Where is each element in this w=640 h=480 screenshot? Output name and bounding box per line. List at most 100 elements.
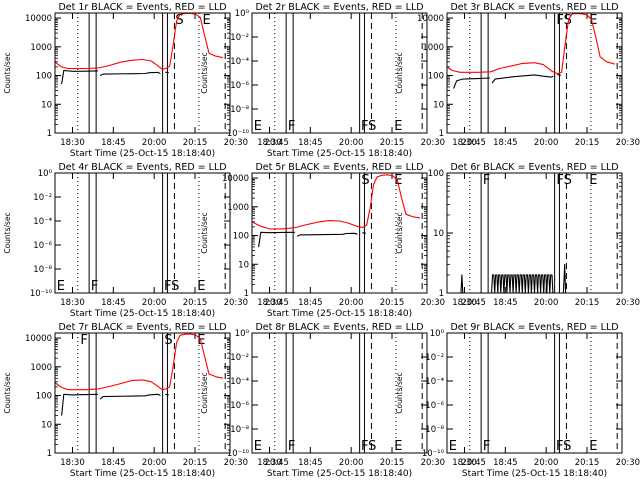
y-tick-label: 10⁻¹⁰ bbox=[30, 289, 53, 299]
panel-title: Det 1r BLACK = Events, RED = LLD bbox=[58, 2, 226, 13]
y-tick-label: 10⁻⁸ bbox=[425, 425, 444, 435]
flag-label: S bbox=[361, 173, 369, 188]
x-tick-label: 20:15 bbox=[183, 138, 208, 148]
y-tick-label: 10⁰ bbox=[430, 329, 445, 339]
x-tick-label: 20:30 bbox=[421, 458, 446, 468]
y-tick-label: 10⁻⁶ bbox=[425, 401, 444, 411]
events-series-line bbox=[61, 69, 98, 85]
events-series-line bbox=[165, 393, 169, 396]
x-tick-label: 20:15 bbox=[183, 458, 208, 468]
y-tick-label: 10⁻² bbox=[230, 33, 249, 43]
y-tick-label: 10 bbox=[433, 100, 444, 110]
y-tick-label: 10⁻⁶ bbox=[33, 241, 52, 251]
x-axis-label: Start Time (25-Oct-15 18:18:40) bbox=[462, 469, 607, 479]
x-tick-label: 18:45 bbox=[298, 138, 323, 148]
y-tick-label: 1 bbox=[439, 129, 444, 139]
x-tick-label: 18:45 bbox=[101, 138, 126, 148]
y-tick-label: 10000 bbox=[417, 14, 444, 24]
flag-label: F bbox=[288, 119, 295, 134]
flag-label: FS bbox=[361, 119, 377, 134]
x-tick-label: 20:15 bbox=[380, 298, 405, 308]
flag-label: S bbox=[175, 13, 183, 28]
flag-label: E bbox=[254, 439, 262, 454]
x-tick-label: 18:30 bbox=[257, 458, 282, 468]
flag-label: E bbox=[57, 279, 65, 294]
flag-label: E bbox=[202, 13, 210, 28]
y-tick-label: 10⁻⁴ bbox=[33, 217, 52, 227]
y-tick-label: 10⁻⁶ bbox=[230, 81, 249, 91]
y-tick-label: 10 bbox=[41, 100, 52, 110]
y-tick-label: 10⁻⁶ bbox=[230, 401, 249, 411]
x-tick-label: 18:30 bbox=[452, 298, 477, 308]
y-tick-label: 10⁻² bbox=[33, 193, 52, 203]
x-tick-label: 20:45 bbox=[461, 298, 486, 308]
x-tick-label: 20:30 bbox=[224, 458, 249, 468]
y-tick-label: 1 bbox=[47, 449, 52, 459]
x-tick-label: 20:30 bbox=[616, 298, 640, 308]
y-tick-label: 10⁻⁴ bbox=[230, 377, 249, 387]
y-tick-label: 10 bbox=[433, 229, 444, 239]
y-axis-label: Counts/sec bbox=[3, 212, 12, 253]
y-tick-label: 10000 bbox=[222, 174, 249, 184]
x-tick-label: 18:30 bbox=[452, 138, 477, 148]
y-tick-label: 100 bbox=[428, 169, 444, 179]
panel-3: Det 3r BLACK = Events, RED = LLD 1 10 100 10… bbox=[395, 2, 640, 148]
events-series-line bbox=[562, 263, 567, 294]
panel-6: Det 6r BLACK = Events, RED = LLD 1 10 100 18… bbox=[395, 162, 640, 308]
flag-label: F bbox=[483, 439, 490, 454]
x-tick-label: 18:45 bbox=[493, 458, 518, 468]
y-tick-label: 1000 bbox=[30, 43, 52, 53]
panel-7: Det 7r BLACK = Events, RED = LLD 1 10 100 10… bbox=[3, 322, 289, 479]
x-tick-label: 20:30 bbox=[224, 298, 249, 308]
lld-series-line bbox=[446, 12, 616, 75]
x-tick-label: 20:00 bbox=[142, 298, 167, 308]
x-axis-label: Start Time (25-Oct-15 18:18:40) bbox=[267, 149, 412, 159]
x-tick-label: 20:00 bbox=[339, 138, 364, 148]
events-series-line bbox=[99, 393, 161, 400]
x-tick-label: 20:00 bbox=[142, 138, 167, 148]
x-tick-label: 20:45 bbox=[461, 458, 486, 468]
x-tick-label: 18:30 bbox=[60, 138, 85, 148]
plot-frame bbox=[251, 172, 428, 294]
panel-title: Det 9r BLACK = Events, RED = LLD bbox=[450, 322, 618, 333]
x-axis-label: Start Time (25-Oct-15 18:18:40) bbox=[70, 469, 215, 479]
y-tick-label: 1 bbox=[47, 129, 52, 139]
x-tick-label: 20:30 bbox=[421, 138, 446, 148]
x-tick-label: 20:00 bbox=[534, 138, 559, 148]
x-tick-label: 18:45 bbox=[298, 458, 323, 468]
flag-label: F bbox=[288, 439, 295, 454]
panel-title: Det 5r BLACK = Events, RED = LLD bbox=[255, 162, 423, 173]
flag-label: E bbox=[589, 173, 597, 188]
x-tick-label: 20:00 bbox=[339, 298, 364, 308]
y-tick-label: 10000 bbox=[25, 14, 52, 24]
y-tick-label: 10⁻² bbox=[230, 353, 249, 363]
x-tick-label: 18:30 bbox=[60, 458, 85, 468]
y-tick-label: 10⁻¹⁰ bbox=[422, 449, 445, 459]
flag-label: E bbox=[394, 119, 402, 134]
x-tick-label: 18:45 bbox=[493, 298, 518, 308]
y-axis-label: Counts/sec bbox=[200, 52, 209, 93]
x-axis-label: Start Time (25-Oct-15 18:18:40) bbox=[70, 149, 215, 159]
x-axis-label: Start Time (25-Oct-15 18:18:40) bbox=[267, 309, 412, 319]
x-tick-label: 20:30 bbox=[421, 298, 446, 308]
events-series-line bbox=[296, 232, 358, 237]
flag-label: F bbox=[91, 279, 98, 294]
y-tick-label: 10⁻⁴ bbox=[425, 377, 444, 387]
x-axis-label: Start Time (25-Oct-15 18:18:40) bbox=[267, 469, 412, 479]
x-tick-label: 20:15 bbox=[380, 458, 405, 468]
x-tick-label: 20:45 bbox=[264, 298, 289, 308]
y-axis-label: Counts/sec bbox=[395, 372, 404, 413]
panel-8: Det 8r BLACK = Events, RED = LLD 10⁰ 10⁻² 1… bbox=[200, 322, 486, 479]
panel-5: Det 5r BLACK = Events, RED = LLD 1 10 100 10… bbox=[200, 162, 486, 319]
flag-label: E bbox=[589, 13, 597, 28]
flag-label: E bbox=[449, 439, 457, 454]
y-tick-label: 10 bbox=[41, 420, 52, 430]
x-tick-label: 18:30 bbox=[257, 138, 282, 148]
y-tick-label: 100 bbox=[428, 72, 444, 82]
y-tick-label: 100 bbox=[36, 392, 52, 402]
x-tick-label: 20:30 bbox=[616, 138, 640, 148]
y-axis-label: Counts/sec bbox=[395, 52, 404, 93]
x-tick-label: 20:15 bbox=[183, 298, 208, 308]
x-tick-label: 20:00 bbox=[534, 298, 559, 308]
